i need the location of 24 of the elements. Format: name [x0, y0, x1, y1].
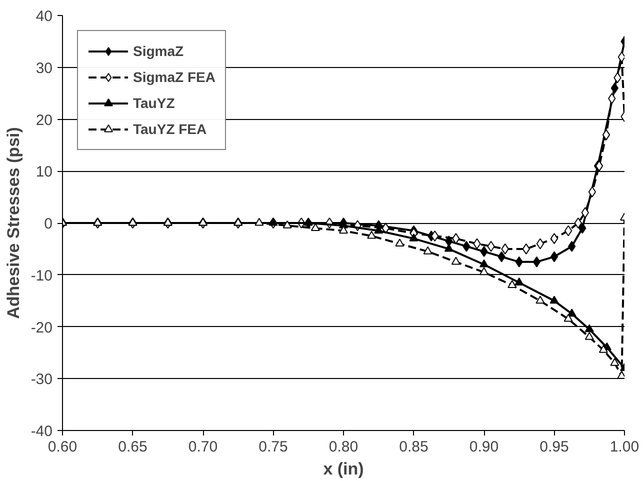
- legend-label: TauYZ FEA: [133, 121, 207, 137]
- x-tick-label: 0.75: [258, 438, 288, 456]
- x-tick-label: 0.95: [540, 438, 569, 456]
- y-tick-label: -10: [30, 267, 53, 284]
- x-tick-label: 0.65: [118, 438, 148, 456]
- x-tick-label: 0.70: [188, 438, 218, 456]
- legend-label: SigmaZ FEA: [133, 69, 216, 85]
- y-tick-label: 20: [36, 112, 53, 129]
- legend-label: SigmaZ: [133, 43, 184, 59]
- x-tick-label: 0.85: [399, 438, 428, 456]
- legend-label: TauYZ: [133, 95, 175, 111]
- y-tick-label: -30: [30, 371, 53, 388]
- x-axis-title: x (in): [323, 460, 364, 478]
- y-tick-label: 0: [44, 216, 52, 232]
- x-tick-label: 0.90: [469, 438, 499, 456]
- y-axis-title: Adhesive Stresses (psi): [4, 127, 23, 319]
- x-tick-label: 1.00: [610, 438, 640, 456]
- y-tick-label: -20: [30, 319, 53, 336]
- y-tick-label: -40: [30, 423, 53, 440]
- x-tick-label: 0.60: [48, 438, 78, 456]
- y-tick-label: 40: [36, 8, 53, 25]
- y-tick-label: 10: [36, 164, 53, 181]
- x-tick-label: 0.80: [328, 438, 358, 456]
- y-tick-label: 30: [36, 60, 53, 77]
